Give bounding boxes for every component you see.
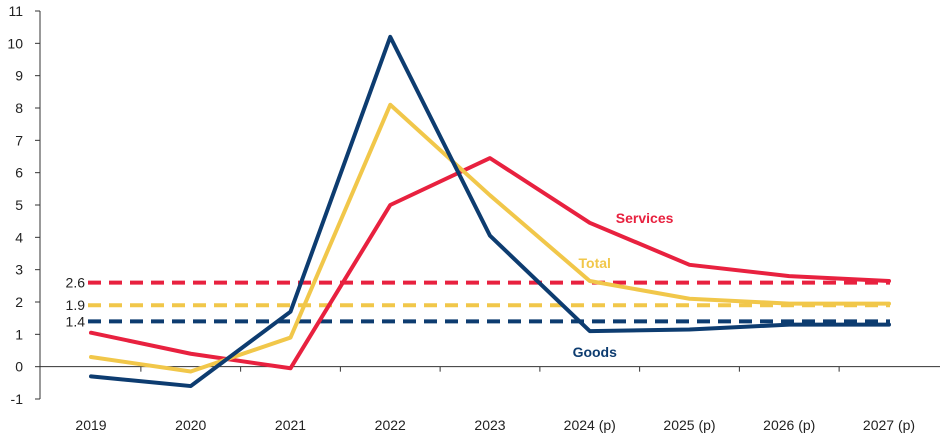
y-ticks: -1 0 1 2 3 4 5 6 7 8 9 10 11	[7, 3, 40, 407]
y-tick-label: 8	[15, 100, 23, 116]
series-labels: Services Total Goods	[573, 210, 674, 360]
y-tick-label: 1	[15, 326, 23, 342]
y-tick-label: 11	[8, 3, 23, 19]
y-tick-label: 4	[15, 229, 23, 245]
reference-line-label: 1.9	[66, 297, 86, 313]
y-tick-label: 6	[15, 165, 23, 181]
series-lines	[89, 34, 891, 389]
series-line-goods	[89, 34, 891, 389]
axes	[39, 11, 940, 399]
reference-line-label: 1.4	[66, 313, 86, 329]
y-tick-label: 5	[15, 197, 23, 213]
series-label-goods: Goods	[573, 344, 618, 360]
y-tick-label: 7	[15, 132, 23, 148]
y-tick-label: -1	[11, 391, 24, 407]
series-label-total: Total	[579, 255, 611, 271]
y-tick-label: 9	[15, 68, 23, 84]
series-label-services: Services	[616, 210, 674, 226]
x-tick-label: 2023	[474, 417, 505, 433]
reference-lines: 2.6 1.91.4	[66, 275, 890, 329]
x-tick-label: 2020	[175, 417, 206, 433]
x-tick-label: 2019	[75, 417, 106, 433]
y-tick-label: 3	[15, 262, 23, 278]
x-tick-label: 2024 (p)	[564, 417, 616, 433]
series-line-services	[89, 156, 891, 371]
x-ticks: 2019 2020 2021 2022 2023 2024 (p) 2025 (p) 2026…	[75, 366, 915, 433]
y-tick-label: 10	[7, 35, 23, 51]
x-tick-label: 2022	[375, 417, 406, 433]
reference-line-label: 2.6	[66, 275, 86, 291]
x-tick-label: 2027 (p)	[863, 417, 915, 433]
x-tick-label: 2021	[275, 417, 306, 433]
x-tick-label: 2026 (p)	[763, 417, 815, 433]
x-tick-label: 2025 (p)	[663, 417, 715, 433]
y-tick-label: 2	[15, 294, 23, 310]
y-tick-label: 0	[15, 359, 23, 375]
